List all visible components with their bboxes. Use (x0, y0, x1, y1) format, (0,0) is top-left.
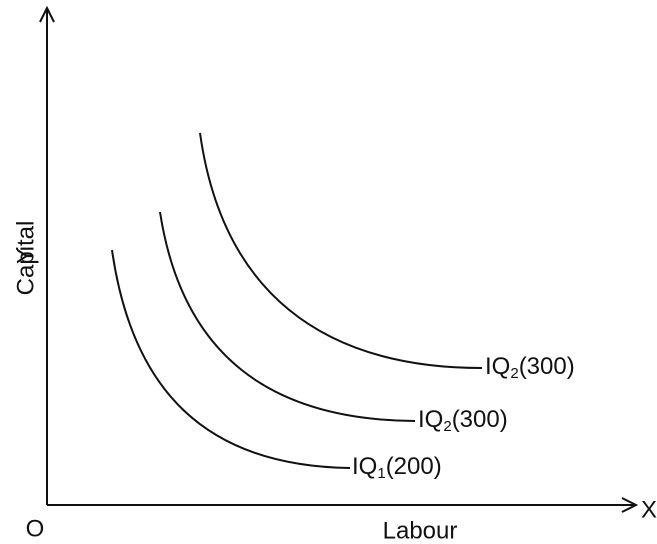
curve-quantity: (300) (452, 406, 508, 433)
x-axis-label: Labour (383, 517, 458, 544)
y-symbol: Y (12, 248, 39, 264)
isoquant-curve (111, 249, 351, 469)
x-symbol: X (641, 496, 657, 523)
y-axis-label: Capital (12, 221, 39, 296)
curve-label: IQ2(300) (418, 406, 508, 435)
curve-quantity: (300) (519, 353, 575, 380)
curve-subscript: 2 (443, 418, 451, 435)
curve-label: IQ2(300) (485, 353, 575, 382)
curve-subscript: 2 (510, 365, 518, 382)
curve-subscript: 1 (377, 465, 385, 482)
isoquant-curve (199, 132, 483, 369)
origin-label: O (26, 515, 45, 542)
isoquant-curve (159, 211, 416, 422)
curve-label: IQ1(200) (352, 453, 442, 482)
curve-name: IQ (418, 406, 443, 433)
curve-quantity: (200) (386, 453, 442, 480)
curve-name: IQ (485, 353, 510, 380)
curve-name: IQ (352, 453, 377, 480)
x-axis-arrow (621, 497, 639, 513)
y-axis-arrow (39, 5, 55, 23)
